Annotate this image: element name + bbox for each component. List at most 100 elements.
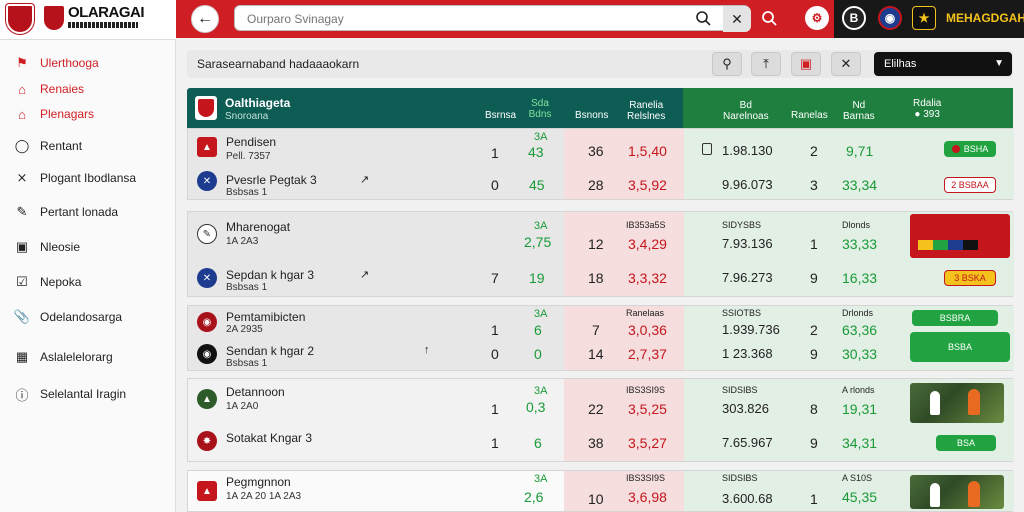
odds-cell[interactable]: 0 [534,346,542,362]
odds-cell[interactable]: 7.65.967 [722,435,773,450]
column-header[interactable]: Bsnons [575,110,609,121]
team-name[interactable]: Mharenogat [226,220,291,234]
odds-cell[interactable]: 10 [588,491,604,507]
team-name[interactable]: Pemtamibicten [226,310,306,324]
odds-cell[interactable]: 9 [810,346,818,362]
odds-cell[interactable]: 7.93.136 [722,236,773,251]
filter-select[interactable]: Elilhas ▼ [874,52,1012,76]
partner-badge-icon[interactable]: ★ [912,6,936,30]
odds-cell[interactable]: 3 [810,177,818,193]
odds-cell[interactable]: 9 [810,435,818,451]
team-name[interactable]: Sepdan k hgar 3 [226,268,315,282]
status-badge[interactable]: BSA [936,435,996,451]
search-icon[interactable] [757,6,781,30]
odds-cell[interactable]: 7.96.273 [722,270,773,285]
logo-area[interactable]: OLARAGAI [0,0,176,40]
odds-cell[interactable]: 3,6,98 [628,489,667,505]
sidebar-item-9[interactable]: 📎 Odelandosarga [14,306,122,328]
odds-cell[interactable]: 45,35 [842,489,878,505]
odds-cell[interactable]: 18 [588,270,604,286]
export-button[interactable]: ▣ [791,52,821,76]
column-header[interactable]: Sda Bdns [528,98,552,120]
odds-cell[interactable]: 14 [588,346,604,362]
search-button[interactable]: ⚲ [712,52,742,76]
team-name[interactable]: Detannoon [226,385,285,399]
odds-cell[interactable]: 1 23.368 [722,346,773,361]
sidebar-item-1[interactable]: ⚑ Ulerthooga [14,52,99,74]
odds-cell[interactable]: 8 [810,401,818,417]
odds-cell[interactable]: 6 [534,435,542,451]
odds-cell[interactable]: 1 [810,491,818,507]
odds-cell[interactable]: 6 [534,322,542,338]
status-badge[interactable]: BSBRA [912,310,998,326]
odds-cell[interactable]: 3,0,36 [628,322,667,338]
odds-cell[interactable]: 34,31 [842,435,878,451]
sidebar-item-3[interactable]: ⌂ Plenagars [14,103,94,125]
odds-cell[interactable]: 2,7,37 [628,346,667,362]
sidebar-item-2[interactable]: ⌂ Renaies [14,78,84,100]
odds-cell[interactable]: 63,36 [842,322,878,338]
pin-button[interactable]: ⤒ [751,52,781,76]
status-badge[interactable]: 2 BSBAA [944,177,996,193]
odds-cell[interactable]: 3,5,25 [628,401,667,417]
column-header[interactable]: Nd Barnas [843,100,875,122]
odds-cell[interactable]: 303.826 [722,401,769,416]
column-header[interactable]: Rdalia ● 393 [913,98,942,120]
match-group[interactable]: ▲ Pendisen Pell. 7357 1 3A 43 36 1,5,40 … [187,128,1014,200]
match-group[interactable]: ◉ Pemtamibicten 2A 2935 1 3A 6 7 Ranelaa… [187,305,1014,371]
league-badge-icon[interactable]: ◉ [878,6,902,30]
column-header[interactable]: Ranelia Relslnes [627,100,666,122]
sidebar-item-4[interactable]: ◯ Rentant [14,135,82,157]
sidebar-item-8[interactable]: ☑ Nepoka [14,271,81,293]
odds-cell[interactable]: 36 [588,143,604,159]
odds-cell[interactable]: 1.939.736 [722,322,780,337]
odds-cell[interactable]: 12 [588,236,604,252]
odds-cell[interactable]: 9 [810,270,818,286]
column-header[interactable]: Bsrnsa [485,110,517,121]
sidebar-item-10[interactable]: ▦ Aslalelelorarg [14,346,113,368]
odds-cell[interactable]: 2,75 [524,234,552,250]
expand-icon[interactable]: ↗ [360,174,370,186]
match-thumbnail[interactable] [910,475,1004,509]
status-badge[interactable]: 3 BSKA [944,270,996,286]
team-name[interactable]: Pegmgnnon [226,475,291,489]
match-group[interactable]: ✎ Mharenogat 1A 2A3 3A 2,75 12 IB353a5S … [187,211,1014,297]
team-name[interactable]: Pendisen [226,135,277,149]
sidebar-item-5[interactable]: ⨯ Plogant Ibodlansa [14,167,137,189]
promo-panel[interactable] [910,214,1010,258]
back-button[interactable]: ← [191,5,219,33]
odds-cell[interactable]: 3,5,92 [628,177,667,193]
expand-icon[interactable]: ↗ [360,269,370,281]
odds-cell[interactable]: 9.96.073 [722,177,773,192]
odds-cell[interactable]: 0,3 [526,399,546,415]
sidebar-item-7[interactable]: ▣ Nleosie [14,236,80,258]
expand-icon[interactable]: ↑ [424,344,430,356]
odds-cell[interactable]: 30,33 [842,346,878,362]
search-bar[interactable]: ✕ [234,5,751,32]
odds-cell[interactable]: 2 [810,322,818,338]
search-input[interactable] [247,10,667,28]
match-thumbnail[interactable] [910,383,1004,423]
odds-cell[interactable]: 7 [592,322,600,338]
odds-cell[interactable]: 1 [810,236,818,252]
odds-cell[interactable]: 1,5,40 [628,143,667,159]
odds-cell[interactable]: 3,3,32 [628,270,667,286]
odds-cell[interactable]: 19,31 [842,401,878,417]
sidebar-item-6[interactable]: ✎ Pertant lonada [14,201,119,223]
odds-cell[interactable]: 3,4,29 [628,236,667,252]
odds-cell[interactable]: 1.98.130 [722,143,773,158]
status-badge[interactable]: BSHA [944,141,996,157]
club-badge-icon[interactable]: ⚙ [805,6,829,30]
match-group[interactable]: ▲ Pegmgnnon 1A 2A 20 1A 2A3 3A 2,6 10 IB… [187,470,1014,512]
sidebar-item-11[interactable]: ⓘ Selelantal Iragin [14,383,126,405]
team-badge-icon[interactable]: B [842,6,866,30]
team-name[interactable]: Sendan k hgar 2 [226,344,315,358]
close-button[interactable]: ✕ [831,52,861,76]
odds-cell[interactable]: 33,34 [842,177,878,193]
clear-search-button[interactable]: ✕ [723,6,751,32]
column-header[interactable]: Bd Narelnoas [723,100,769,122]
status-badge[interactable]: BSBA [910,332,1010,362]
odds-cell[interactable]: 43 [528,144,544,160]
odds-cell[interactable]: 2,6 [524,489,544,505]
odds-cell[interactable]: 38 [588,435,604,451]
